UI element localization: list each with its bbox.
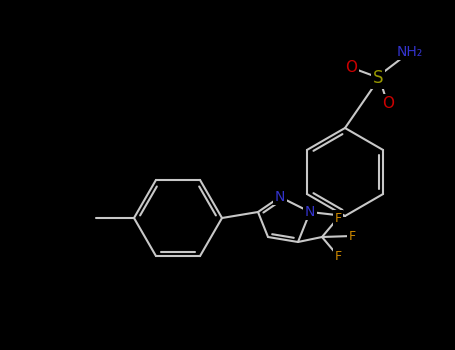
Text: S: S: [373, 69, 383, 87]
Text: F: F: [349, 230, 355, 243]
Text: O: O: [345, 60, 357, 75]
Text: O: O: [382, 96, 394, 111]
Text: F: F: [334, 211, 342, 224]
Text: NH₂: NH₂: [397, 45, 423, 59]
Text: N: N: [305, 205, 315, 219]
Text: F: F: [334, 250, 342, 262]
Text: N: N: [275, 190, 285, 204]
